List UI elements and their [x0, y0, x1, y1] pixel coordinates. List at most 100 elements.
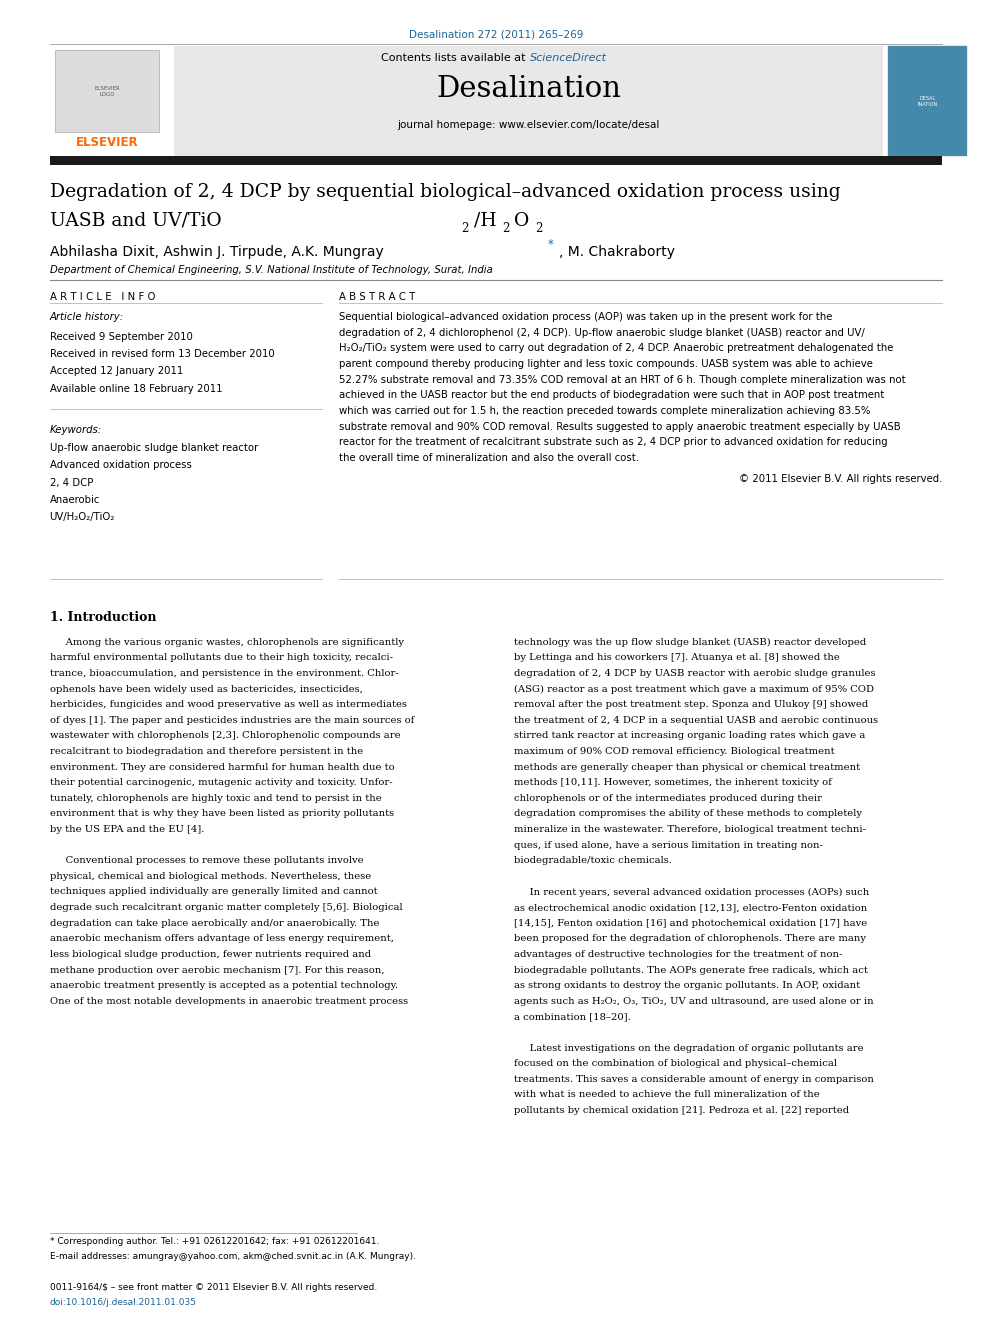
Text: Conventional processes to remove these pollutants involve: Conventional processes to remove these p…	[50, 856, 363, 865]
Text: chlorophenols or of the intermediates produced during their: chlorophenols or of the intermediates pr…	[514, 794, 821, 803]
Text: biodegradable/toxic chemicals.: biodegradable/toxic chemicals.	[514, 856, 672, 865]
Text: achieved in the UASB reactor but the end products of biodegradation were such th: achieved in the UASB reactor but the end…	[339, 390, 885, 401]
Text: parent compound thereby producing lighter and less toxic compounds. UASB system : parent compound thereby producing lighte…	[339, 359, 873, 369]
Text: doi:10.1016/j.desal.2011.01.035: doi:10.1016/j.desal.2011.01.035	[50, 1298, 196, 1307]
Text: degradation compromises the ability of these methods to completely: degradation compromises the ability of t…	[514, 810, 862, 819]
Text: 2, 4 DCP: 2, 4 DCP	[50, 478, 93, 488]
Text: agents such as H₂O₂, O₃, TiO₂, UV and ultrasound, are used alone or in: agents such as H₂O₂, O₃, TiO₂, UV and ul…	[514, 996, 874, 1005]
Text: removal after the post treatment step. Sponza and Ulukoy [9] showed: removal after the post treatment step. S…	[514, 700, 868, 709]
Text: Accepted 12 January 2011: Accepted 12 January 2011	[50, 366, 183, 377]
Text: One of the most notable developments in anaerobic treatment process: One of the most notable developments in …	[50, 996, 408, 1005]
Text: ScienceDirect: ScienceDirect	[530, 53, 607, 64]
Text: of dyes [1]. The paper and pesticides industries are the main sources of: of dyes [1]. The paper and pesticides in…	[50, 716, 414, 725]
Text: ophenols have been widely used as bactericides, insecticides,: ophenols have been widely used as bacter…	[50, 684, 362, 693]
Text: anaerobic treatment presently is accepted as a potential technology.: anaerobic treatment presently is accepte…	[50, 982, 398, 990]
Text: 2: 2	[461, 222, 468, 235]
Text: 0011-9164/$ – see front matter © 2011 Elsevier B.V. All rights reserved.: 0011-9164/$ – see front matter © 2011 El…	[50, 1283, 377, 1293]
Text: wastewater with chlorophenols [2,3]. Chlorophenolic compounds are: wastewater with chlorophenols [2,3]. Chl…	[50, 732, 400, 741]
Text: been proposed for the degradation of chlorophenols. There are many: been proposed for the degradation of chl…	[514, 934, 866, 943]
Text: Degradation of 2, 4 DCP by sequential biological–advanced oxidation process usin: Degradation of 2, 4 DCP by sequential bi…	[50, 183, 840, 201]
Text: treatments. This saves a considerable amount of energy in comparison: treatments. This saves a considerable am…	[514, 1074, 874, 1084]
Text: herbicides, fungicides and wood preservative as well as intermediates: herbicides, fungicides and wood preserva…	[50, 700, 407, 709]
Text: DESAL
INATION: DESAL INATION	[918, 97, 937, 107]
Text: In recent years, several advanced oxidation processes (AOPs) such: In recent years, several advanced oxidat…	[514, 888, 869, 897]
Text: *: *	[548, 238, 554, 251]
Text: ques, if used alone, have a serious limitation in treating non-: ques, if used alone, have a serious limi…	[514, 840, 822, 849]
Text: reactor for the treatment of recalcitrant substrate such as 2, 4 DCP prior to ad: reactor for the treatment of recalcitran…	[339, 437, 888, 447]
Text: 1. Introduction: 1. Introduction	[50, 611, 156, 624]
Text: Desalination 272 (2011) 265–269: Desalination 272 (2011) 265–269	[409, 29, 583, 40]
Text: * Corresponding author. Tel.: +91 02612201642; fax: +91 02612201641.: * Corresponding author. Tel.: +91 026122…	[50, 1237, 379, 1246]
Text: Desalination: Desalination	[436, 75, 621, 103]
Text: journal homepage: www.elsevier.com/locate/desal: journal homepage: www.elsevier.com/locat…	[398, 120, 660, 131]
Text: ELSEVIER: ELSEVIER	[75, 136, 139, 149]
Text: Keywords:: Keywords:	[50, 425, 102, 435]
Text: maximum of 90% COD removal efficiency. Biological treatment: maximum of 90% COD removal efficiency. B…	[514, 747, 834, 755]
Text: as electrochemical anodic oxidation [12,13], electro-Fenton oxidation: as electrochemical anodic oxidation [12,…	[514, 904, 867, 912]
Text: environment. They are considered harmful for human health due to: environment. They are considered harmful…	[50, 762, 394, 771]
Text: which was carried out for 1.5 h, the reaction preceded towards complete minerali: which was carried out for 1.5 h, the rea…	[339, 406, 871, 415]
Text: 2: 2	[502, 222, 509, 235]
Text: by the US EPA and the EU [4].: by the US EPA and the EU [4].	[50, 826, 204, 833]
Text: © 2011 Elsevier B.V. All rights reserved.: © 2011 Elsevier B.V. All rights reserved…	[739, 474, 942, 484]
Text: Sequential biological–advanced oxidation process (AOP) was taken up in the prese: Sequential biological–advanced oxidation…	[339, 312, 832, 323]
Text: Available online 18 February 2011: Available online 18 February 2011	[50, 384, 222, 394]
Text: Advanced oxidation process: Advanced oxidation process	[50, 460, 191, 471]
FancyBboxPatch shape	[55, 50, 159, 132]
Text: less biological sludge production, fewer nutrients required and: less biological sludge production, fewer…	[50, 950, 371, 959]
Text: Contents lists available at: Contents lists available at	[381, 53, 529, 64]
Text: Abhilasha Dixit, Ashwin J. Tirpude, A.K. Mungray: Abhilasha Dixit, Ashwin J. Tirpude, A.K.…	[50, 245, 388, 259]
Text: stirred tank reactor at increasing organic loading rates which gave a: stirred tank reactor at increasing organ…	[514, 732, 865, 741]
Text: substrate removal and 90% COD removal. Results suggested to apply anaerobic trea: substrate removal and 90% COD removal. R…	[339, 422, 901, 431]
Text: degradation of 2, 4 DCP by UASB reactor with aerobic sludge granules: degradation of 2, 4 DCP by UASB reactor …	[514, 669, 875, 677]
Text: methods [10,11]. However, sometimes, the inherent toxicity of: methods [10,11]. However, sometimes, the…	[514, 778, 831, 787]
Text: Latest investigations on the degradation of organic pollutants are: Latest investigations on the degradation…	[514, 1044, 863, 1053]
Text: trance, bioaccumulation, and persistence in the environment. Chlor-: trance, bioaccumulation, and persistence…	[50, 669, 399, 677]
Text: 52.27% substrate removal and 73.35% COD removal at an HRT of 6 h. Though complet: 52.27% substrate removal and 73.35% COD …	[339, 374, 906, 385]
Text: O: O	[514, 212, 529, 230]
Text: recalcitrant to biodegradation and therefore persistent in the: recalcitrant to biodegradation and there…	[50, 747, 363, 755]
Text: mineralize in the wastewater. Therefore, biological treatment techni-: mineralize in the wastewater. Therefore,…	[514, 826, 866, 833]
Text: pollutants by chemical oxidation [21]. Pedroza et al. [22] reported: pollutants by chemical oxidation [21]. P…	[514, 1106, 849, 1115]
Text: degradation can take place aerobically and/or anaerobically. The: degradation can take place aerobically a…	[50, 918, 379, 927]
Text: /H: /H	[474, 212, 497, 230]
Text: the overall time of mineralization and also the overall cost.: the overall time of mineralization and a…	[339, 452, 640, 463]
Text: H₂O₂/TiO₂ system were used to carry out degradation of 2, 4 DCP. Anaerobic pretr: H₂O₂/TiO₂ system were used to carry out …	[339, 344, 894, 353]
Text: as strong oxidants to destroy the organic pollutants. In AOP, oxidant: as strong oxidants to destroy the organi…	[514, 982, 860, 990]
Text: harmful environmental pollutants due to their high toxicity, recalci-: harmful environmental pollutants due to …	[50, 654, 393, 663]
Text: Up-flow anaerobic sludge blanket reactor: Up-flow anaerobic sludge blanket reactor	[50, 443, 258, 454]
Text: biodegradable pollutants. The AOPs generate free radicals, which act: biodegradable pollutants. The AOPs gener…	[514, 966, 868, 975]
Text: Received in revised form 13 December 2010: Received in revised form 13 December 201…	[50, 349, 275, 360]
Text: the treatment of 2, 4 DCP in a sequential UASB and aerobic continuous: the treatment of 2, 4 DCP in a sequentia…	[514, 716, 878, 725]
Text: advantages of destructive technologies for the treatment of non-: advantages of destructive technologies f…	[514, 950, 842, 959]
Text: (ASG) reactor as a post treatment which gave a maximum of 95% COD: (ASG) reactor as a post treatment which …	[514, 684, 874, 693]
Text: Received 9 September 2010: Received 9 September 2010	[50, 332, 192, 343]
Text: UV/H₂O₂/TiO₂: UV/H₂O₂/TiO₂	[50, 512, 115, 523]
Text: , M. Chakraborty: , M. Chakraborty	[559, 245, 676, 259]
Text: physical, chemical and biological methods. Nevertheless, these: physical, chemical and biological method…	[50, 872, 371, 881]
Text: Among the various organic wastes, chlorophenols are significantly: Among the various organic wastes, chloro…	[50, 638, 404, 647]
Text: focused on the combination of biological and physical–chemical: focused on the combination of biological…	[514, 1060, 837, 1068]
Text: with what is needed to achieve the full mineralization of the: with what is needed to achieve the full …	[514, 1090, 819, 1099]
Text: [14,15], Fenton oxidation [16] and photochemical oxidation [17] have: [14,15], Fenton oxidation [16] and photo…	[514, 918, 867, 927]
Text: a combination [18–20].: a combination [18–20].	[514, 1012, 631, 1021]
Text: 2: 2	[536, 222, 543, 235]
Text: tunately, chlorophenols are highly toxic and tend to persist in the: tunately, chlorophenols are highly toxic…	[50, 794, 381, 803]
Text: degrade such recalcitrant organic matter completely [5,6]. Biological: degrade such recalcitrant organic matter…	[50, 904, 402, 912]
Text: their potential carcinogenic, mutagenic activity and toxicity. Unfor-: their potential carcinogenic, mutagenic …	[50, 778, 392, 787]
Text: A R T I C L E   I N F O: A R T I C L E I N F O	[50, 292, 155, 303]
Text: anaerobic mechanism offers advantage of less energy requirement,: anaerobic mechanism offers advantage of …	[50, 934, 394, 943]
Text: Anaerobic: Anaerobic	[50, 495, 100, 505]
Text: environment that is why they have been listed as priority pollutants: environment that is why they have been l…	[50, 810, 394, 819]
Bar	[50, 156, 942, 165]
Text: degradation of 2, 4 dichlorophenol (2, 4 DCP). Up-flow anaerobic sludge blanket : degradation of 2, 4 dichlorophenol (2, 4…	[339, 328, 865, 337]
FancyBboxPatch shape	[888, 46, 967, 156]
Text: E-mail addresses: amungray@yahoo.com, akm@ched.svnit.ac.in (A.K. Mungray).: E-mail addresses: amungray@yahoo.com, ak…	[50, 1252, 416, 1261]
Text: techniques applied individually are generally limited and cannot: techniques applied individually are gene…	[50, 888, 377, 897]
Text: methods are generally cheaper than physical or chemical treatment: methods are generally cheaper than physi…	[514, 762, 860, 771]
Text: by Lettinga and his coworkers [7]. Atuanya et al. [8] showed the: by Lettinga and his coworkers [7]. Atuan…	[514, 654, 840, 663]
Text: Department of Chemical Engineering, S.V. National Institute of Technology, Surat: Department of Chemical Engineering, S.V.…	[50, 265, 492, 275]
Text: UASB and UV/TiO: UASB and UV/TiO	[50, 212, 221, 230]
Text: technology was the up flow sludge blanket (UASB) reactor developed: technology was the up flow sludge blanke…	[514, 638, 866, 647]
Text: Article history:: Article history:	[50, 312, 124, 323]
